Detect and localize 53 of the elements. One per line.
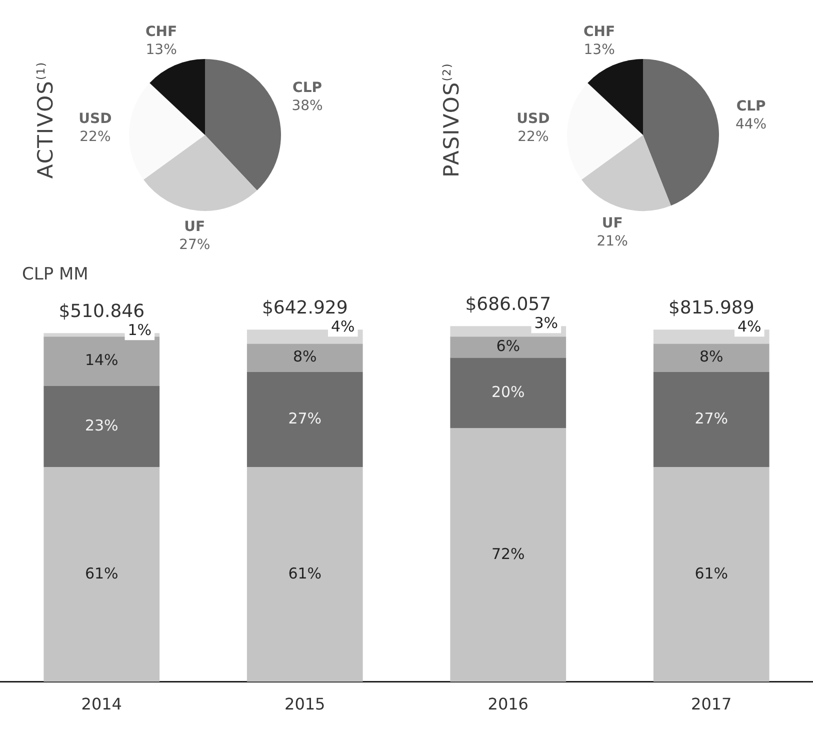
bar xyxy=(653,344,770,372)
bar xyxy=(450,358,566,428)
data-label: 44% xyxy=(735,116,767,133)
slice-label: USD xyxy=(516,111,550,128)
annotation: $686.057 xyxy=(465,294,552,315)
data-label: 27% xyxy=(288,409,322,428)
bar xyxy=(246,466,363,682)
data-label: 61% xyxy=(288,564,322,582)
data-label: 4% xyxy=(331,318,355,336)
data-label: 13% xyxy=(146,42,177,58)
slice-label: CHF xyxy=(146,24,178,40)
data-label: 8% xyxy=(292,348,317,366)
slice-label: UF xyxy=(184,219,206,236)
data-label: 27% xyxy=(694,409,728,428)
x-tick-label: 2016 xyxy=(488,694,528,714)
data-label: 27% xyxy=(179,237,210,254)
bar xyxy=(450,428,566,682)
data-label: 14% xyxy=(84,351,118,370)
data-label: 22% xyxy=(518,129,549,146)
bar xyxy=(44,336,160,386)
data-label: 61% xyxy=(84,564,118,582)
slice-label: CLP xyxy=(292,80,322,96)
annotation: $815.989 xyxy=(668,297,754,318)
data-label: 1% xyxy=(128,321,152,340)
bar xyxy=(44,466,160,682)
x-tick-label: 2017 xyxy=(691,694,732,714)
data-label: 22% xyxy=(80,129,111,146)
data-label: 4% xyxy=(738,318,762,336)
bar xyxy=(246,344,363,372)
data-label: 3% xyxy=(534,314,558,332)
data-label: 8% xyxy=(699,348,724,366)
chart-title: CLP MM xyxy=(22,264,88,284)
x-tick-label: 2015 xyxy=(284,694,326,714)
bar xyxy=(653,372,770,467)
data-label: 38% xyxy=(292,98,323,114)
data-label: 21% xyxy=(596,234,628,250)
slice-label: CLP xyxy=(736,98,766,115)
bar xyxy=(653,466,770,682)
data-label: 72% xyxy=(491,544,525,563)
bar xyxy=(246,372,363,467)
bar xyxy=(44,386,160,467)
data-label: 20% xyxy=(491,382,525,401)
data-label: 23% xyxy=(84,416,118,434)
data-label: 13% xyxy=(584,42,615,58)
data-label: 61% xyxy=(694,564,728,582)
data-label: 6% xyxy=(496,337,520,356)
slice-label: USD xyxy=(78,111,112,128)
annotation: $642.929 xyxy=(262,297,348,318)
annotation: $510.846 xyxy=(58,300,145,322)
x-tick-label: 2014 xyxy=(81,694,122,714)
bar xyxy=(450,336,566,358)
slice-label: CHF xyxy=(584,24,616,40)
slice-label: UF xyxy=(602,216,623,232)
